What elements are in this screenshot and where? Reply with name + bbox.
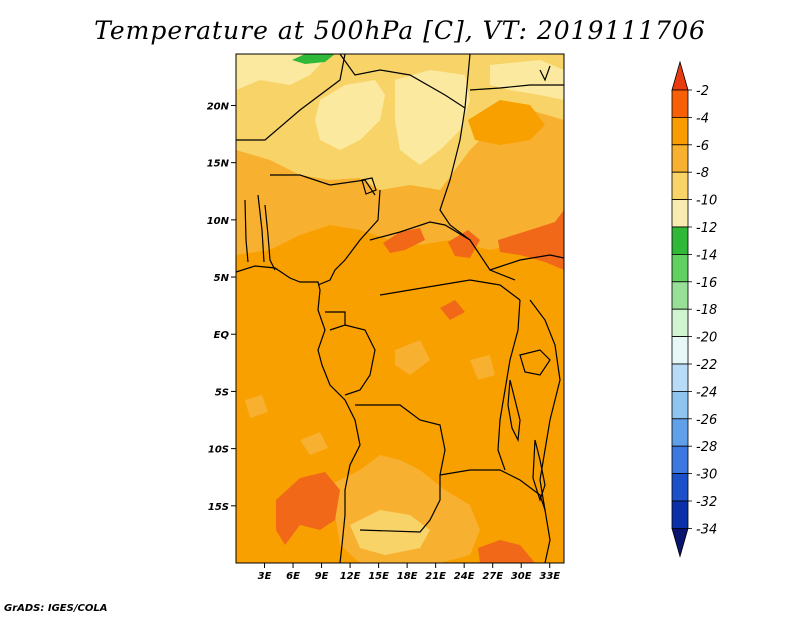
colorbar-label: -18 — [696, 303, 717, 318]
colorbar-swatch — [671, 500, 689, 529]
colorbar-label: -24 — [696, 385, 717, 400]
colorbar-label: -6 — [696, 139, 709, 154]
lat-tick-label: 5S — [215, 387, 229, 398]
colorbar-swatch — [671, 390, 689, 420]
lon-tick-label: 18E — [397, 571, 418, 582]
lake-malawi — [532, 439, 546, 502]
field-pale-south — [350, 510, 430, 555]
colorbar-swatch — [671, 418, 689, 447]
lake-victoria — [519, 349, 551, 376]
lat-axis: 20N 15N 10N 5N EQ 5S 10S 15S — [207, 101, 236, 513]
lake-chad — [361, 177, 377, 195]
lon-tick-label: 6E — [286, 571, 300, 582]
colorbar-swatch — [671, 473, 689, 502]
field-light-patch-1 — [395, 340, 430, 375]
colorbar-swatch — [671, 363, 689, 392]
field-red-2 — [448, 230, 480, 258]
border-east-africa — [529, 299, 561, 563]
colorbar-label: -10 — [696, 194, 717, 209]
lon-tick-label: 15E — [368, 571, 389, 582]
border-sudan-south — [469, 84, 564, 91]
lat-tick-label: EQ — [214, 330, 230, 341]
field-red-6 — [478, 540, 535, 563]
lon-tick-label: 27E — [482, 571, 503, 582]
field-very-pale-4 — [490, 60, 564, 100]
colorbar-swatch — [671, 336, 689, 365]
border-niger-nigeria — [270, 174, 376, 196]
lon-axis: 3E 6E 9E 12E 15E 18E 21E 24E 27E 30E 33E — [258, 563, 560, 582]
lake-tanganyika — [507, 379, 521, 443]
border-benin — [257, 194, 265, 263]
colorbar-label: -12 — [696, 221, 717, 236]
field-green — [292, 54, 335, 64]
colorbar-label: -26 — [696, 413, 717, 428]
lat-tick-label: 15N — [207, 159, 230, 170]
border-mali-niger — [236, 54, 346, 141]
field-very-pale-3 — [395, 70, 470, 165]
colorbar-swatch — [671, 171, 689, 200]
lat-tick-label: 15S — [208, 502, 229, 513]
map-frame — [235, 53, 565, 564]
nile-east — [539, 65, 551, 82]
field-light-patch-2 — [470, 355, 495, 380]
colorbar-swatch — [671, 199, 689, 228]
temperature-field — [236, 54, 564, 563]
colorbar-label: -20 — [696, 331, 717, 346]
colorbar-swatch — [671, 89, 689, 118]
colorbar-label: -22 — [696, 358, 717, 373]
lat-tick-label: 10S — [208, 445, 229, 456]
colorbar-label: -34 — [696, 522, 717, 537]
colorbar: -2 -4 -6 -8 -10 -12 -14 -16 -18 -20 -22 -24 -26 -28 -3… — [671, 60, 717, 558]
colorbar-bottom-arrow — [671, 528, 689, 558]
lat-tick-label: 10N — [207, 216, 230, 227]
credit-text: GrADS: IGES/COLA — [4, 603, 108, 614]
field-light-orange-north — [236, 110, 564, 255]
lon-tick-label: 30E — [511, 571, 532, 582]
colorbar-swatch — [671, 226, 689, 255]
lon-tick-label: 12E — [340, 571, 361, 582]
lon-tick-label: 21E — [425, 571, 446, 582]
border-angola — [355, 404, 446, 533]
field-light-patch-3 — [245, 395, 268, 418]
country-borders — [236, 54, 564, 563]
colorbar-top-arrow — [671, 60, 689, 91]
lat-tick-label: 5N — [214, 273, 230, 284]
field-orange-ne — [468, 100, 545, 145]
field-red-1 — [383, 228, 425, 253]
field-very-pale-2 — [315, 80, 385, 150]
field-red-4 — [440, 300, 465, 320]
colorbar-swatch — [671, 117, 689, 146]
border-nigeria-cameroon — [317, 189, 381, 286]
colorbar-label: -28 — [696, 440, 717, 455]
border-drc-north — [379, 279, 521, 301]
coastline-west-africa — [236, 265, 361, 563]
colorbar-label: -16 — [696, 276, 717, 291]
colorbar-label: -2 — [696, 84, 709, 99]
colorbar-swatch — [671, 445, 689, 475]
lon-tick-label: 24E — [454, 571, 475, 582]
border-gabon — [325, 311, 346, 325]
border-chad-sudan — [439, 107, 471, 241]
map-title: Temperature at 500hPa [C], VT: 201911170… — [94, 16, 706, 45]
lat-tick-label: 20N — [207, 101, 230, 112]
colorbar-label: -14 — [696, 248, 717, 263]
lon-tick-label: 3E — [258, 571, 272, 582]
colorbar-swatch — [671, 253, 689, 283]
colorbar-swatch — [671, 144, 689, 173]
colorbar-label: -4 — [696, 111, 709, 126]
colorbar-swatch — [671, 281, 689, 310]
colorbar-swatch — [671, 308, 689, 338]
lon-tick-label: 33E — [539, 571, 560, 582]
colorbar-label: -30 — [696, 468, 717, 483]
border-drc-east — [497, 299, 521, 471]
border-ssudan — [489, 254, 564, 271]
colorbar-label: -8 — [696, 166, 709, 181]
field-red-5 — [276, 472, 340, 545]
lon-tick-label: 9E — [315, 571, 329, 582]
field-light-patch-4 — [300, 432, 328, 455]
border-ghana-togo — [244, 199, 249, 263]
border-west-nigeria — [264, 204, 276, 271]
colorbar-label: -32 — [696, 495, 717, 510]
